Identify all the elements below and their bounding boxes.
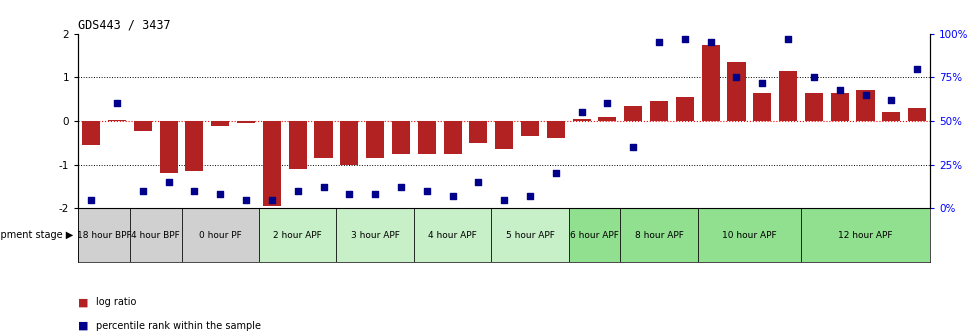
Bar (598, 117, 616, 121)
Point (315, 185, 331, 190)
Bar (908, 108, 925, 121)
Bar (546, 121, 564, 138)
Bar (336, 208, 414, 262)
Point (341, 192, 357, 197)
Bar (520, 121, 539, 136)
Point (882, 97, 898, 103)
Bar (134, 121, 152, 131)
Point (625, 144, 641, 150)
Bar (829, 92, 848, 121)
Text: development stage ▶: development stage ▶ (0, 230, 73, 240)
Bar (856, 90, 873, 121)
Bar (697, 208, 800, 262)
Text: 18 hour BPF: 18 hour BPF (76, 231, 131, 240)
Point (470, 179, 486, 185)
Point (909, 66, 924, 71)
Bar (804, 92, 822, 121)
Point (393, 185, 409, 190)
Point (548, 171, 563, 176)
Point (599, 101, 614, 106)
Text: 2 hour APF: 2 hour APF (273, 231, 322, 240)
Bar (800, 208, 929, 262)
Point (702, 40, 718, 45)
Text: 4 hour BPF: 4 hour BPF (131, 231, 180, 240)
Point (187, 188, 202, 194)
Point (650, 40, 666, 45)
Bar (82, 121, 100, 145)
Bar (314, 121, 333, 158)
Bar (649, 101, 667, 121)
Point (857, 92, 872, 97)
Text: log ratio: log ratio (96, 297, 136, 307)
Point (83, 197, 99, 202)
Point (160, 179, 176, 185)
Bar (778, 71, 796, 121)
Point (779, 36, 795, 42)
Bar (414, 208, 491, 262)
Bar (211, 121, 229, 126)
Text: 4 hour APF: 4 hour APF (427, 231, 476, 240)
Bar (391, 121, 410, 154)
Text: 12 hour APF: 12 hour APF (837, 231, 892, 240)
Bar (130, 208, 181, 262)
Text: percentile rank within the sample: percentile rank within the sample (96, 321, 261, 331)
Text: 8 hour APF: 8 hour APF (634, 231, 683, 240)
Point (444, 194, 460, 199)
Bar (340, 121, 358, 165)
Bar (468, 121, 487, 143)
Bar (572, 119, 590, 121)
Text: GDS443 / 3437: GDS443 / 3437 (78, 18, 171, 31)
Bar (78, 208, 130, 262)
Bar (237, 121, 255, 123)
Point (135, 188, 151, 194)
Point (521, 194, 537, 199)
Point (264, 197, 280, 202)
Bar (289, 121, 306, 169)
Text: 10 hour APF: 10 hour APF (722, 231, 776, 240)
Bar (881, 112, 900, 121)
Point (419, 188, 434, 194)
Bar (675, 97, 693, 121)
Bar (752, 92, 771, 121)
Bar (259, 208, 336, 262)
Bar (495, 121, 512, 149)
Point (496, 197, 511, 202)
Text: 6 hour APF: 6 hour APF (569, 231, 618, 240)
Point (289, 188, 305, 194)
Text: 5 hour APF: 5 hour APF (505, 231, 554, 240)
Point (367, 192, 382, 197)
Point (573, 110, 589, 115)
Point (754, 80, 770, 85)
Point (805, 75, 821, 80)
Bar (366, 121, 383, 158)
Text: ■: ■ (78, 321, 89, 331)
Bar (159, 121, 177, 173)
Point (728, 75, 743, 80)
Bar (262, 121, 281, 206)
Bar (620, 208, 697, 262)
Bar (108, 120, 126, 121)
Point (238, 197, 253, 202)
Bar (185, 121, 203, 171)
Text: 0 hour PF: 0 hour PF (199, 231, 242, 240)
Point (677, 36, 692, 42)
Bar (701, 44, 719, 121)
Bar (727, 62, 744, 121)
Bar (181, 208, 259, 262)
Text: 3 hour APF: 3 hour APF (350, 231, 399, 240)
Bar (624, 106, 642, 121)
Point (831, 87, 847, 92)
Text: ■: ■ (78, 297, 89, 307)
Point (212, 192, 228, 197)
Point (110, 101, 125, 106)
Bar (418, 121, 435, 154)
Bar (568, 208, 620, 262)
Bar (491, 208, 568, 262)
Bar (443, 121, 461, 154)
